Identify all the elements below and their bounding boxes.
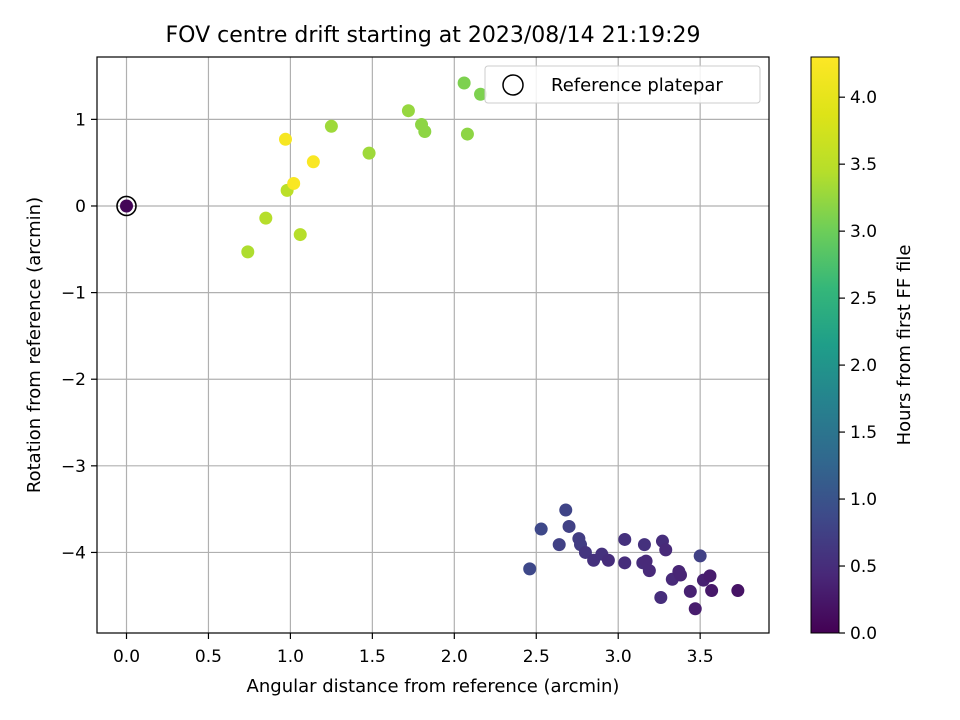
x-tick-label: 2.0	[441, 647, 468, 667]
y-tick-label: −4	[61, 543, 86, 563]
reference-marker-layer	[116, 195, 137, 217]
data-point	[457, 76, 471, 90]
data-point	[534, 522, 548, 536]
data-point	[418, 124, 432, 138]
data-point	[559, 503, 573, 517]
colorbar-tick-label: 3.5	[850, 155, 877, 175]
data-point	[642, 564, 656, 578]
data-point	[654, 590, 668, 604]
data-point	[362, 146, 376, 160]
data-point	[683, 584, 697, 598]
data-point	[578, 545, 592, 559]
data-point	[693, 549, 707, 563]
data-point	[637, 538, 651, 552]
y-tick-label: −1	[61, 284, 86, 304]
reference-platepar-marker	[116, 195, 137, 217]
data-point	[306, 155, 320, 169]
x-tick-label: 3.0	[605, 647, 632, 667]
colorbar-tick-label: 0.0	[850, 624, 877, 644]
y-ticks: −4 −3 −2 −1 0 1	[61, 110, 97, 563]
colorbar-tick-label: 3.0	[850, 222, 877, 242]
data-point	[293, 228, 307, 242]
y-tick-label: −2	[61, 370, 86, 390]
data-point	[259, 211, 273, 225]
data-point	[688, 602, 702, 616]
legend-box	[484, 65, 761, 104]
data-point	[673, 568, 687, 582]
data-point	[705, 584, 719, 598]
data-point	[241, 245, 255, 259]
colorbar-label: Hours from first FF file	[894, 245, 915, 446]
y-axis-label: Rotation from reference (arcmin)	[24, 197, 45, 493]
data-point	[552, 538, 566, 552]
data-point	[601, 553, 615, 567]
x-ticks: 0.0 0.5 1.0 1.5 2.0 2.5 3.0 3.5	[113, 633, 714, 667]
x-tick-label: 0.0	[113, 647, 140, 667]
colorbar-tick-label: 4.0	[850, 88, 877, 108]
data-point	[659, 543, 673, 557]
x-tick-label: 0.5	[195, 647, 222, 667]
y-tick-label: −3	[61, 457, 86, 477]
y-tick-label: 1	[75, 110, 86, 130]
colorbar-tick-label: 1.0	[850, 490, 877, 510]
data-point	[474, 87, 488, 101]
colorbar-tick-label: 0.5	[850, 557, 877, 577]
data-point	[278, 132, 292, 146]
plot-frame	[96, 56, 770, 634]
legend: Reference platepar	[484, 65, 761, 104]
x-axis-label: Angular distance from reference (arcmin)	[247, 676, 620, 697]
colorbar-tick-label: 2.0	[850, 356, 877, 376]
legend-reference-marker	[502, 74, 524, 96]
data-point	[562, 519, 576, 533]
data-point	[401, 104, 415, 118]
colorbar-ticks: 0.0 0.5 1.0 1.5 2.0 2.5 3.0 3.5 4.0	[839, 88, 877, 644]
data-point	[618, 532, 632, 546]
colorbar-tick-label: 2.5	[850, 289, 877, 309]
data-point	[731, 584, 745, 598]
colorbar-tick-label: 1.5	[850, 423, 877, 443]
x-tick-label: 1.0	[277, 647, 304, 667]
data-point	[703, 569, 717, 583]
legend-label-reference: Reference platepar	[551, 75, 723, 96]
scatter-points	[120, 76, 745, 616]
data-point	[324, 119, 338, 133]
x-tick-label: 3.5	[687, 647, 714, 667]
data-point	[287, 176, 301, 190]
data-point	[120, 199, 134, 213]
x-tick-label: 1.5	[359, 647, 386, 667]
x-tick-label: 2.5	[523, 647, 550, 667]
y-tick-label: 0	[75, 197, 86, 217]
colorbar	[810, 56, 840, 634]
grid	[97, 57, 769, 633]
data-point	[618, 556, 632, 570]
chart-title: FOV centre drift starting at 2023/08/14 …	[166, 23, 701, 48]
data-point	[523, 562, 537, 576]
data-point	[460, 127, 474, 141]
